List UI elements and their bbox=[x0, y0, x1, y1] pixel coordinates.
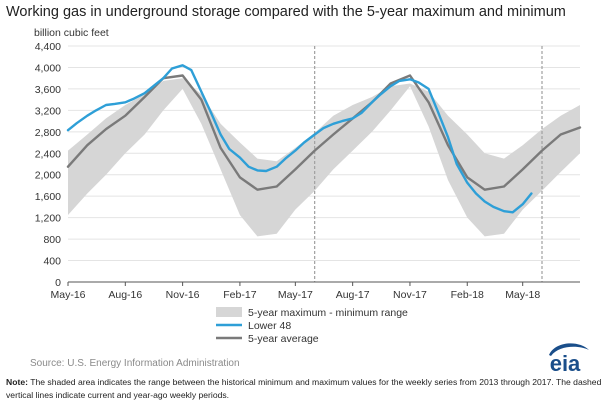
eia-logo-swoosh bbox=[549, 343, 589, 356]
x-tick-label: Feb-17 bbox=[223, 289, 256, 301]
y-tick-label: 800 bbox=[43, 234, 61, 246]
five-year-average-line bbox=[66, 74, 582, 191]
x-tick-label: May-18 bbox=[505, 289, 540, 301]
axes: 0 400 800 1,200 1,600 2,000 2,400 2,800 3,200 3,6… bbox=[35, 41, 580, 301]
legend-swatch-range bbox=[216, 307, 242, 317]
eia-logo: eia bbox=[549, 343, 589, 374]
source-text: Source: U.S. Energy Information Administ… bbox=[30, 358, 240, 369]
y-tick-label: 1,200 bbox=[35, 213, 61, 225]
lower48-line bbox=[66, 64, 533, 214]
note-text: The shaded area indicates the range betw… bbox=[6, 377, 602, 400]
legend-label: 5-year maximum - minimum range bbox=[248, 307, 408, 319]
dashed-markers bbox=[314, 46, 543, 282]
y-tick-label: 3,600 bbox=[35, 84, 61, 96]
range-band bbox=[68, 78, 580, 237]
footnote: Note: The shaded area indicates the rang… bbox=[6, 376, 610, 401]
x-tick-label: Aug-17 bbox=[336, 289, 370, 301]
legend-label: Lower 48 bbox=[248, 320, 291, 332]
x-tick-label: May-16 bbox=[50, 289, 85, 301]
y-tick-label: 1,600 bbox=[35, 191, 61, 203]
y-tick-label: 400 bbox=[43, 256, 61, 268]
x-tick-label: Nov-17 bbox=[393, 289, 427, 301]
eia-logo-text: eia bbox=[550, 351, 581, 374]
x-tick-label: Feb-18 bbox=[451, 289, 484, 301]
x-tick-label: Nov-16 bbox=[166, 289, 200, 301]
grid-lines bbox=[68, 45, 580, 262]
y-axis-unit-label: billion cubic feet bbox=[34, 27, 109, 39]
y-tick-label: 4,400 bbox=[35, 41, 61, 53]
chart-title: Working gas in underground storage compa… bbox=[6, 4, 566, 20]
y-tick-label: 0 bbox=[55, 277, 61, 289]
legend-label: 5-year average bbox=[248, 333, 319, 345]
x-tick-label: May-17 bbox=[278, 289, 313, 301]
y-tick-label: 3,200 bbox=[35, 105, 61, 117]
x-tick-label: Aug-16 bbox=[108, 289, 142, 301]
y-tick-label: 2,800 bbox=[35, 127, 61, 139]
range-area bbox=[68, 78, 580, 237]
y-tick-label: 4,000 bbox=[35, 62, 61, 74]
y-tick-label: 2,400 bbox=[35, 148, 61, 160]
y-tick-label: 2,000 bbox=[35, 170, 61, 182]
series-lines bbox=[66, 64, 582, 214]
note-label: Note: bbox=[6, 377, 28, 387]
